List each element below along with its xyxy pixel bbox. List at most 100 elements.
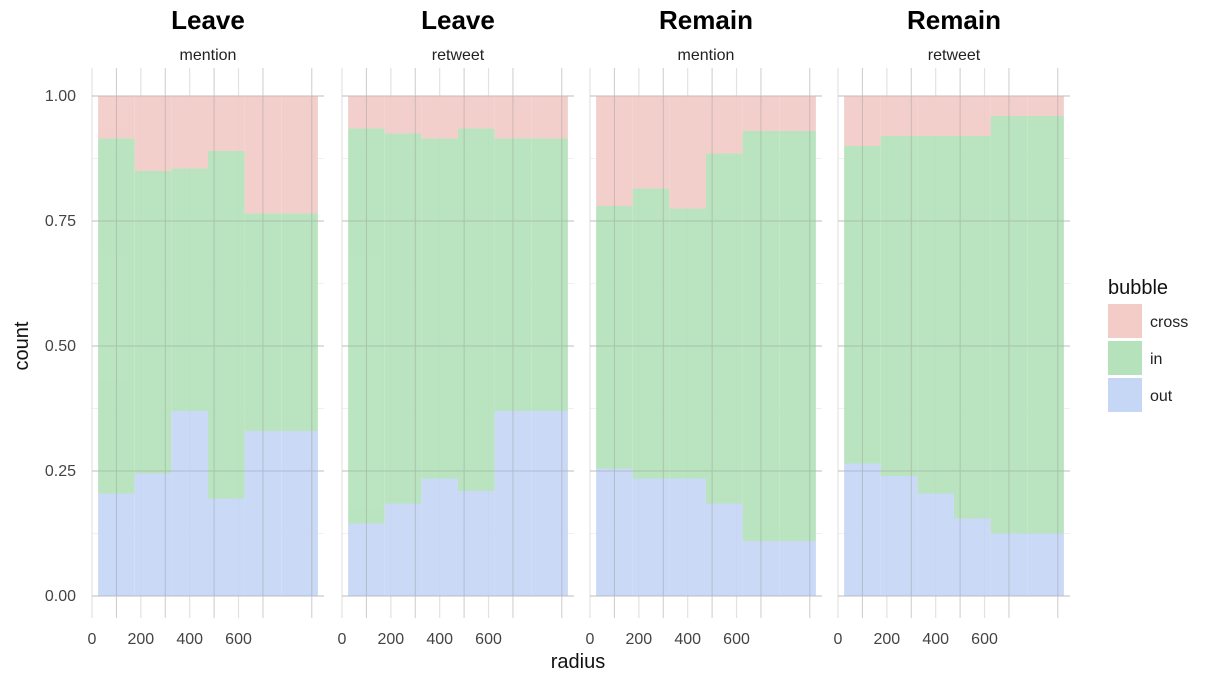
legend-key-cross [1108,304,1142,338]
bar-out [596,468,633,596]
facet-subtitle: retweet [432,47,485,64]
bar-out [669,478,706,596]
bar-in [669,208,706,479]
bar-cross [281,96,318,214]
grid-overlay [590,68,822,618]
bar-cross [669,96,706,209]
bar-in [171,168,208,412]
bar-out [134,473,172,596]
bar-cross [742,96,780,131]
facet-title: Remain [659,5,753,35]
x-tick-label: 0 [586,631,595,648]
legend-key-in [1108,341,1142,375]
bar-out [632,478,670,596]
bar-out [384,503,422,596]
legend-label: out [1150,388,1173,405]
bar-in [990,116,1028,534]
y-tick-label: 1.00 [45,88,76,105]
bar-out [421,478,458,596]
grid-overlay [838,68,1070,618]
x-tick-label: 200 [625,631,652,648]
facet-subtitle: mention [180,47,237,64]
bar-cross [917,96,954,136]
bar-in [1027,116,1064,534]
bar-in [779,131,816,542]
x-tick-label: 600 [971,631,998,648]
facet-panel: Leave mention 0 200 400 600 [88,5,324,648]
bar-in [458,128,495,492]
x-tick-label: 0 [834,631,843,648]
x-tick-label: 0 [338,631,347,648]
bar-cross [954,96,991,136]
bar-in [244,213,282,432]
x-tick-label: 200 [127,631,154,648]
x-tick-label: 400 [426,631,453,648]
bar-out [917,493,954,596]
facet-title: Leave [171,5,245,35]
bar-cross [384,96,422,134]
bar-cross [458,96,495,129]
bar-in [596,206,633,469]
bar-in [98,138,135,494]
bar-in [208,151,245,499]
bar-cross [1027,96,1064,116]
bar-cross [632,96,670,189]
bar-cross [880,96,918,136]
bar-out [990,533,1028,596]
grid-overlay [342,68,574,618]
bar-cross [421,96,458,139]
facet-panel: Remain mention 0 200 400 600 [586,5,822,648]
y-tick-label: 0.00 [45,588,76,605]
bar-out [706,503,743,596]
bar-out [244,431,282,596]
bar-in [844,146,881,464]
bar-in [348,128,385,524]
bar-out [171,411,208,596]
bars [98,96,318,596]
x-tick-label: 400 [674,631,701,648]
legend-label: in [1150,351,1162,368]
bar-cross [844,96,881,146]
facet-title: Leave [421,5,495,35]
y-tick-label: 0.50 [45,338,76,355]
y-axis-title: count [11,321,33,370]
bar-cross [171,96,208,169]
bar-out [458,491,495,596]
legend-label: cross [1150,314,1188,331]
y-tick-label: 0.75 [45,213,76,230]
bar-out [779,541,816,596]
bar-out [1027,533,1064,596]
bar-out [880,476,918,596]
x-tick-label: 600 [723,631,750,648]
bar-cross [596,96,633,206]
facet-panel: Leave retweet 0 200 400 600 [338,5,574,648]
bars [348,96,568,596]
bar-out [531,411,568,596]
x-tick-label: 400 [922,631,949,648]
x-tick-label: 200 [873,631,900,648]
bar-cross [134,96,172,171]
bar-cross [494,96,532,139]
facet-subtitle: mention [678,47,735,64]
bar-cross [208,96,245,151]
bar-cross [531,96,568,139]
bar-cross [98,96,135,139]
bar-in [531,138,568,412]
x-tick-label: 400 [176,631,203,648]
bar-in [281,213,318,432]
bar-cross [244,96,282,214]
facet-subtitle: retweet [928,47,981,64]
legend-key-out [1108,378,1142,412]
x-tick-label: 600 [475,631,502,648]
facet-panels: Leave mention 0 200 400 600 Leave retweet 0 200 40… [88,5,1070,648]
bar-out [208,498,245,596]
bar-out [98,493,135,596]
bar-cross [990,96,1028,116]
bar-cross [706,96,743,154]
x-axis-title: radius [551,651,605,673]
bar-in [880,136,918,477]
bar-out [281,431,318,596]
bar-in [421,138,458,479]
bar-out [348,523,385,596]
